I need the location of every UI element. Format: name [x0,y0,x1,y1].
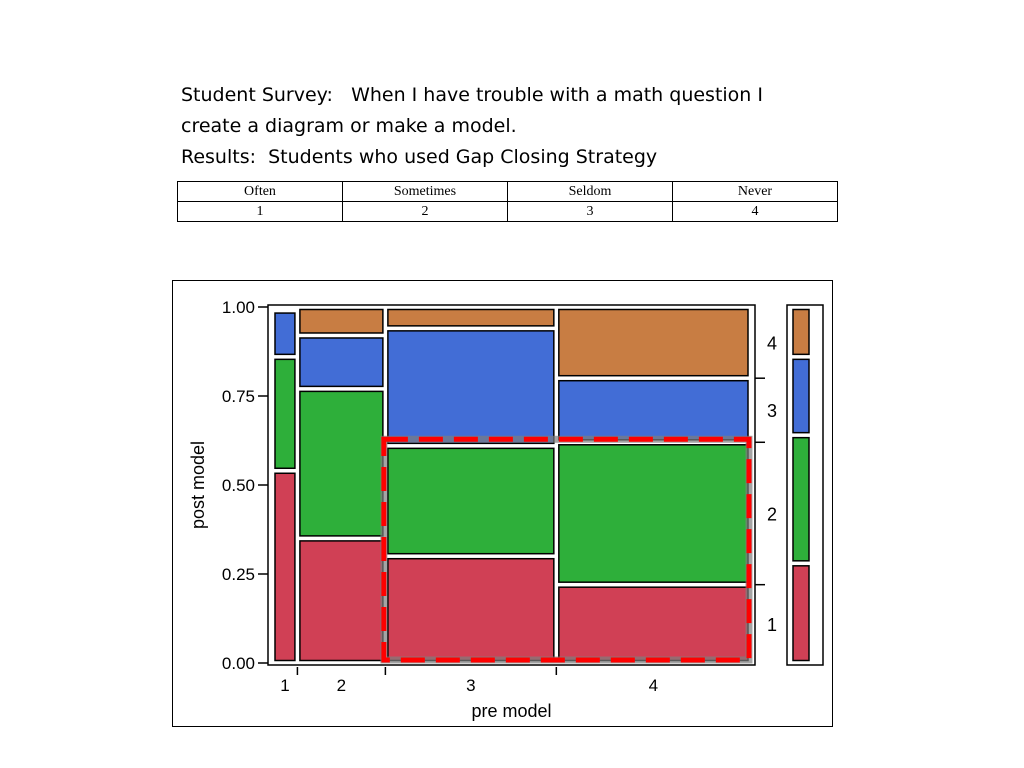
y-tick-label-1: 0.25 [222,565,255,584]
x-tick-label-1: 2 [337,676,346,695]
x-tick-label-2: 3 [466,676,475,695]
x-tick-label-3: 4 [649,676,658,695]
right-level-label-3: 4 [767,334,777,354]
marginal-cell-level2 [792,436,810,562]
right-level-label-1: 2 [767,504,777,524]
mosaic-cell-col1-level1 [274,472,296,662]
chart-frame: 0.00 0.25 0.50 0.75 1.00 post model 1 2 3 4 pre mo… [172,280,833,727]
highlight-box [381,436,752,663]
header-never: Never [672,181,838,202]
mosaic-cell-col4-level3 [558,379,749,441]
code-never: 4 [672,201,838,222]
mosaic-cell-col4-level2 [558,444,749,583]
marginal-cell-level1 [792,565,810,662]
mosaic-cell-col1-level2 [274,358,296,470]
mosaic-cell-col2-level2 [299,390,384,537]
mosaic-plot: 0.00 0.25 0.50 0.75 1.00 post model 1 2 3 4 pre mo… [188,298,824,721]
heading-line-3: Results: Students who used Gap Closing S… [181,146,658,168]
y-axis-label: post model [188,441,208,529]
right-level-label-0: 1 [767,615,777,635]
header-often: Often [177,181,343,202]
heading-line-2: create a diagram or make a model. [181,115,517,137]
code-sometimes: 2 [342,201,508,222]
marginal-cell-level3 [792,358,810,434]
mosaic-cell-col2-level3 [299,337,384,388]
heading-line-1: Student Survey: When I have trouble with… [181,84,763,106]
mosaic-cell-col4-level1 [558,586,749,662]
survey-table: Often Sometimes Seldom Never 1 2 3 4 [177,181,838,222]
marginal-cell-level4 [792,308,810,356]
mosaic-cell-col3-level2 [387,447,555,555]
table-row: 1 2 3 4 [177,201,838,222]
code-often: 1 [177,201,343,222]
right-level-label-2: 3 [767,401,777,421]
mosaic-cell-col3-level1 [387,557,555,662]
y-tick-label-3: 0.75 [222,387,255,406]
header-seldom: Seldom [507,181,673,202]
table-header-row: Often Sometimes Seldom Never [177,181,838,202]
header-sometimes: Sometimes [342,181,508,202]
y-tick-label-4: 1.00 [222,298,255,317]
mosaic-cell-col2-level1 [299,540,384,662]
x-axis-label: pre model [471,701,551,721]
code-seldom: 3 [507,201,673,222]
mosaic-cell-col3-level3 [387,330,555,445]
mosaic-cell-col4-level4 [558,308,749,377]
mosaic-cell-col2-level4 [299,308,384,334]
mosaic-cell-col3-level4 [387,308,555,327]
y-tick-label-2: 0.50 [222,476,255,495]
x-tick-label-0: 1 [280,676,289,695]
y-tick-label-0: 0.00 [222,654,255,673]
heading: Student Survey: When I have trouble with… [181,80,841,173]
mosaic-cell-col1-level3 [274,312,296,356]
